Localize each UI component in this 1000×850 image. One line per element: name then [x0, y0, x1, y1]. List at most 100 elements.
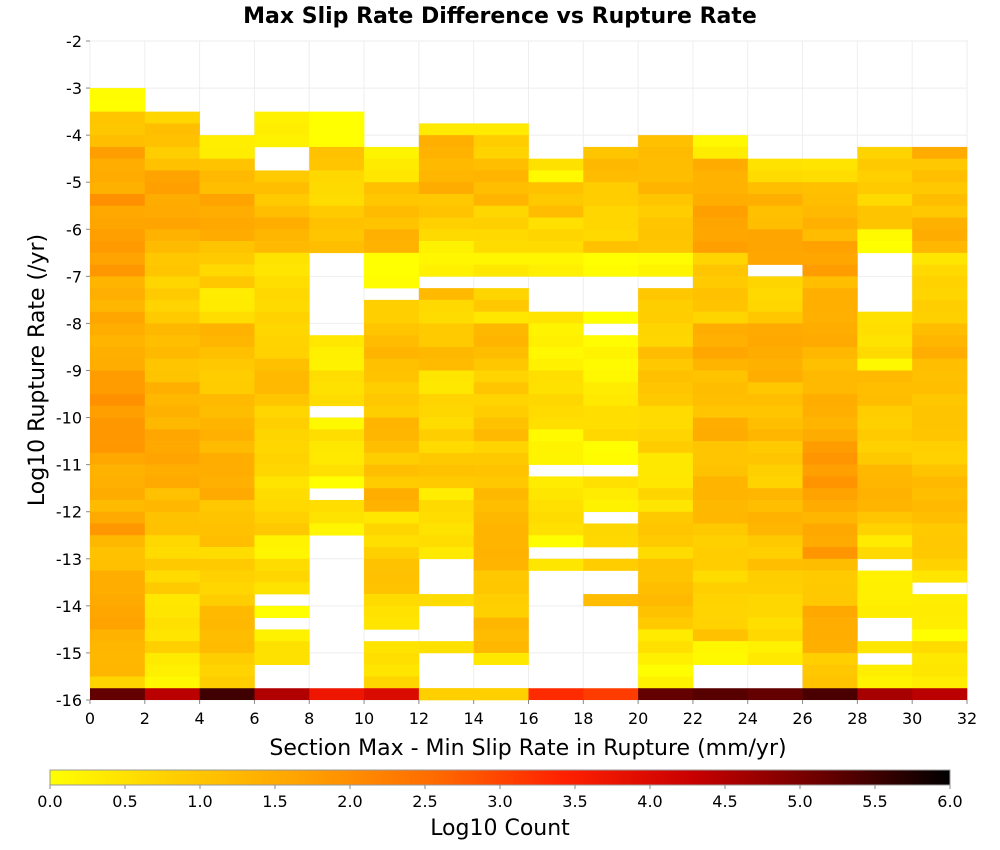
heatmap-cell: [638, 499, 694, 513]
heatmap-cell: [199, 523, 255, 536]
heatmap-cell: [144, 217, 200, 230]
y-tick-label: -6: [66, 220, 82, 239]
heatmap-cell: [144, 193, 200, 207]
heatmap-cell: [144, 382, 200, 395]
heatmap-cell: [912, 676, 968, 689]
heatmap-cell: [802, 264, 858, 277]
heatmap-cell: [309, 417, 365, 430]
heatmap-cell: [912, 146, 968, 159]
heatmap-cell: [583, 170, 639, 183]
colorbar-tick-label: 6.0: [937, 792, 962, 811]
heatmap-cell: [692, 382, 749, 395]
heatmap-cell: [199, 441, 255, 454]
heatmap-cell: [802, 335, 858, 348]
heatmap-cell: [583, 370, 639, 383]
heatmap-cell: [857, 346, 913, 360]
heatmap-cell-bottom: [473, 688, 529, 700]
colorbar-tick-label: 2.5: [412, 792, 437, 811]
heatmap-cell: [364, 193, 420, 207]
heatmap-cell: [473, 429, 529, 442]
heatmap-cell: [199, 394, 255, 407]
x-tick-label: 28: [847, 709, 867, 728]
heatmap-cell: [199, 170, 255, 183]
heatmap-cell: [254, 217, 310, 230]
heatmap-cell: [418, 523, 474, 536]
heatmap-cell: [912, 464, 968, 477]
heatmap-cell: [90, 358, 146, 371]
heatmap-cell: [254, 417, 310, 430]
heatmap-cell: [144, 358, 200, 371]
heatmap-cell: [912, 252, 968, 265]
heatmap-cell: [747, 617, 803, 630]
heatmap-cell: [747, 241, 803, 254]
heatmap-cell: [473, 535, 529, 548]
heatmap-cell: [199, 182, 255, 195]
heatmap-cell: [638, 641, 694, 654]
heatmap-cell: [638, 217, 694, 230]
heatmap-cell: [418, 641, 474, 654]
heatmap-cell: [692, 570, 749, 583]
heatmap-cell: [254, 441, 310, 454]
heatmap-cell: [254, 323, 310, 336]
heatmap-cell: [912, 229, 968, 242]
heatmap-cell: [857, 441, 913, 454]
heatmap-cell: [144, 276, 200, 289]
heatmap-cell: [473, 135, 529, 148]
heatmap-cell: [144, 676, 200, 689]
y-tick-label: -8: [66, 314, 82, 333]
heatmap-cell: [583, 264, 639, 277]
y-tick-label: -14: [56, 597, 82, 616]
heatmap-cell: [528, 523, 584, 536]
heatmap-cell: [638, 476, 694, 489]
heatmap-cell: [90, 582, 146, 595]
heatmap-cell: [528, 323, 584, 336]
heatmap-cell: [473, 617, 529, 630]
heatmap-cell: [747, 535, 803, 548]
heatmap-cell: [199, 276, 255, 289]
heatmap-cell: [199, 288, 255, 301]
heatmap-cell: [90, 135, 146, 148]
heatmap-cell: [857, 452, 913, 465]
heatmap-cell: [528, 452, 584, 465]
heatmap-cell: [747, 311, 803, 324]
heatmap-cell: [144, 241, 200, 254]
heatmap-cell: [144, 535, 200, 548]
heatmap-cell: [692, 229, 749, 242]
heatmap-cell: [418, 370, 474, 383]
heatmap-cell: [857, 335, 913, 348]
heatmap-cell: [802, 452, 858, 465]
heatmap-cell: [418, 217, 474, 230]
heatmap-cell: [747, 205, 803, 218]
heatmap-cell: [528, 217, 584, 230]
heatmap-cell: [254, 652, 310, 665]
heatmap-cell: [364, 146, 420, 159]
y-tick-label: -12: [56, 503, 82, 522]
heatmap-cell: [802, 476, 858, 489]
heatmap-cell: [528, 476, 584, 489]
heatmap-cell: [90, 641, 146, 654]
heatmap-cell: [254, 547, 310, 560]
heatmap-cell: [802, 217, 858, 230]
heatmap-cell: [473, 605, 529, 618]
heatmap-cell: [638, 241, 694, 254]
heatmap-cell: [638, 652, 694, 665]
heatmap-cell: [144, 605, 200, 618]
heatmap-cell: [912, 476, 968, 489]
heatmap-cell: [747, 476, 803, 489]
heatmap-cell: [90, 111, 146, 124]
heatmap-cell: [90, 99, 146, 112]
colorbar-tick-label: 0.0: [37, 792, 62, 811]
heatmap-cell: [692, 405, 749, 418]
heatmap-cell: [418, 193, 474, 207]
heatmap-cell: [90, 335, 146, 348]
heatmap-cell: [638, 523, 694, 536]
heatmap-cell: [418, 535, 474, 548]
heatmap-cell: [802, 182, 858, 195]
heatmap-cell: [802, 170, 858, 183]
heatmap-cell: [473, 523, 529, 536]
heatmap-cell: [692, 476, 749, 489]
heatmap-cell: [857, 511, 913, 524]
heatmap-cell: [747, 629, 803, 642]
heatmap-cell: [309, 158, 365, 171]
